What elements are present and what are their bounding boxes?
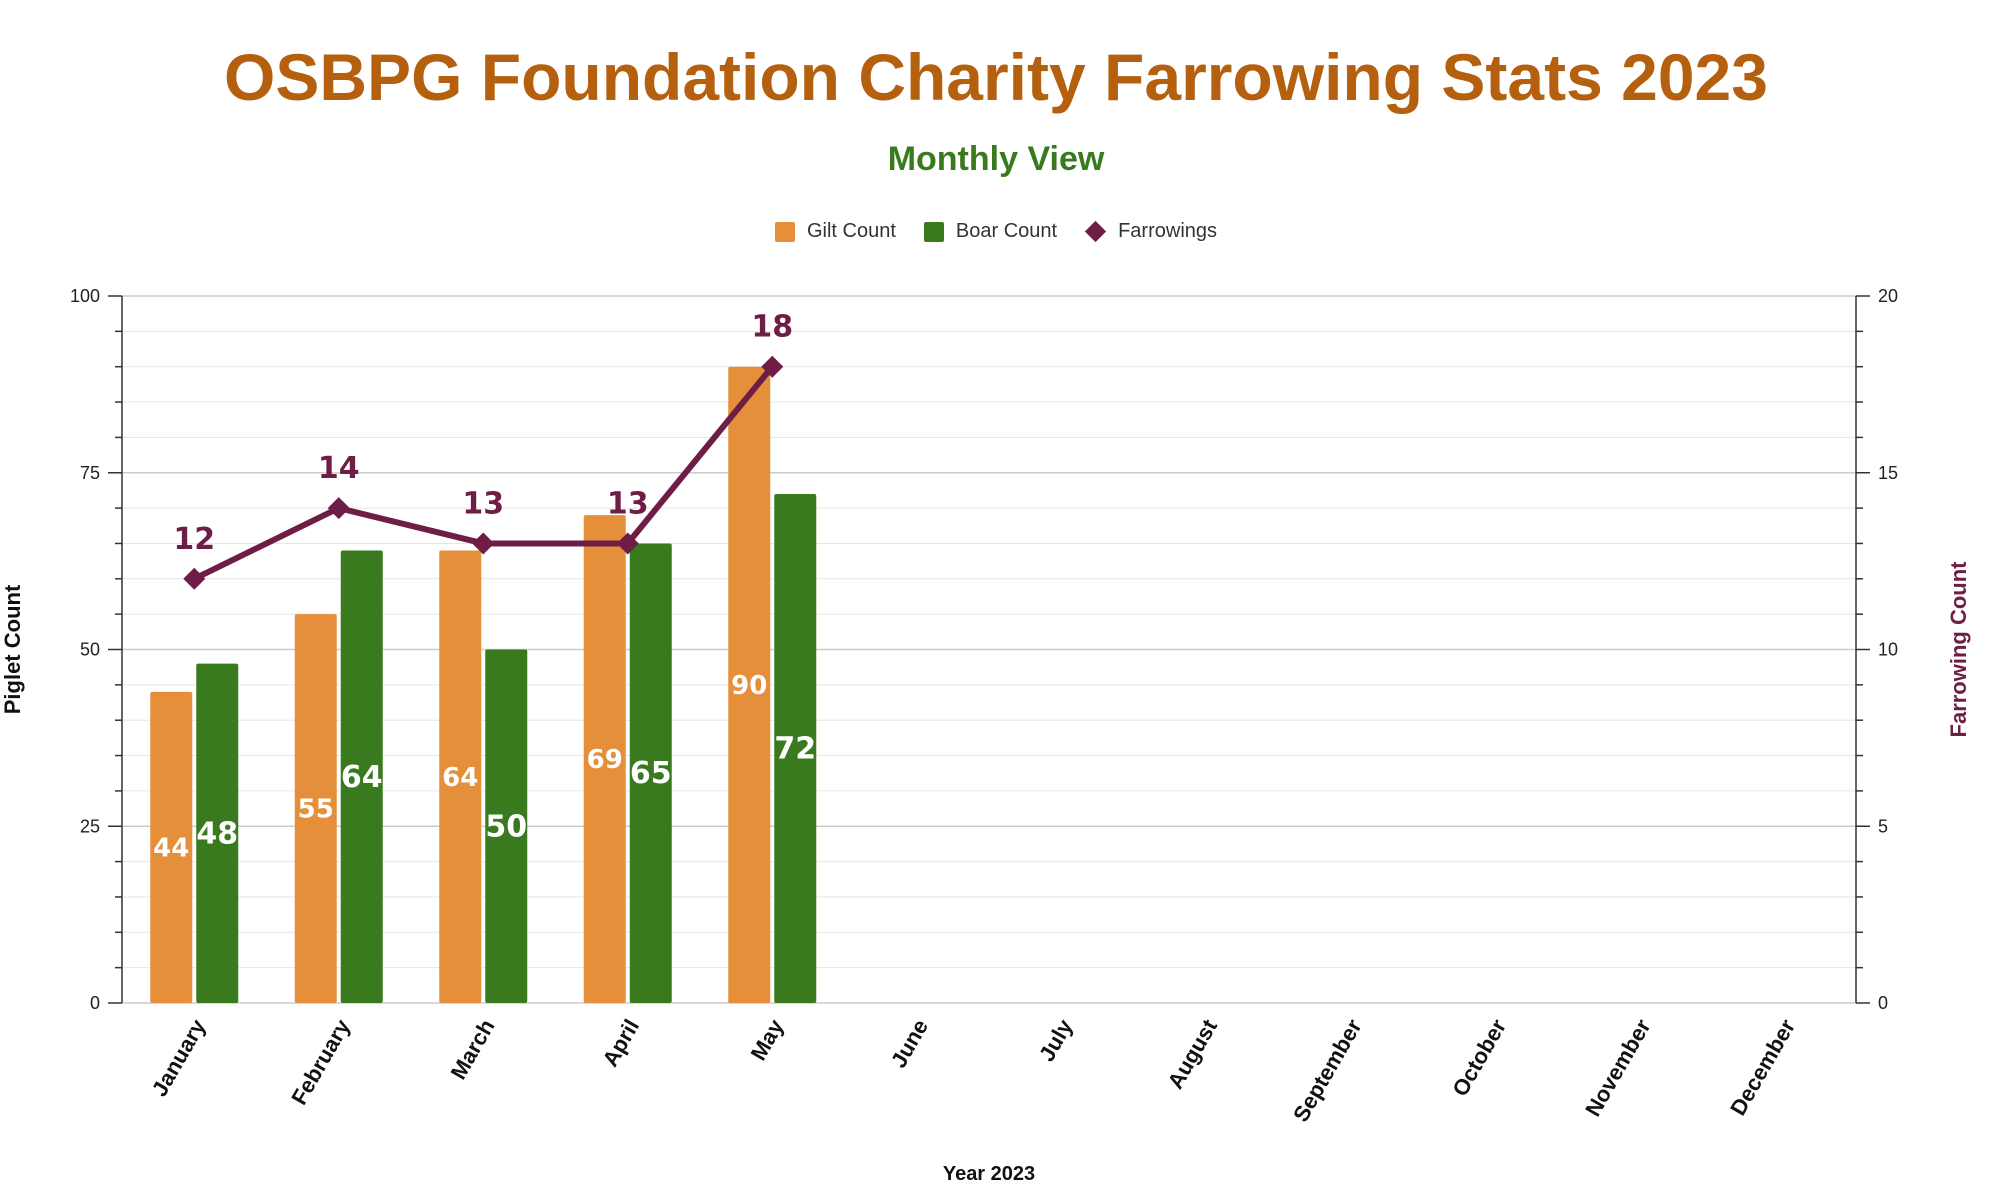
boar-bar [196,663,239,1003]
farrowings-label: 13 [607,486,649,521]
boar-bar-label: 50 [485,809,527,844]
boar-bar-label: 48 [196,816,238,851]
x-tick-label: June [886,1015,933,1072]
legend-item-farrowings[interactable]: Farrowings [1084,220,1218,243]
right-tick-label: 20 [1878,286,1898,306]
farrowings-point [472,532,495,555]
gilt-bar-label: 44 [153,833,189,863]
boar-bar-label: 72 [774,731,816,766]
legend-item-gilt[interactable]: Gilt Count [774,220,896,243]
farrowings-label: 13 [462,486,504,521]
x-tick-label: November [1580,1015,1656,1121]
chart-title: OSBPG Foundation Charity Farrowing Stats… [224,40,1768,114]
x-tick-label: August [1163,1014,1223,1093]
left-tick-label: 100 [70,286,100,306]
farrowings-label: 14 [318,451,360,486]
farrowings-point [761,355,784,378]
gilt-bar [728,366,771,1003]
gilt-bar [583,515,626,1003]
right-tick-label: 5 [1878,816,1888,836]
x-tick-label: March [446,1015,500,1084]
x-tick-label: September [1288,1015,1367,1126]
right-tick-label: 15 [1878,463,1898,483]
left-tick-label: 25 [80,816,100,836]
gilt-bar [439,550,482,1003]
gilt-swatch-icon [774,221,795,242]
boar-swatch-icon [923,221,944,242]
x-tick-label: February [286,1014,355,1109]
right-tick-label: 0 [1878,993,1888,1013]
x-tick-label: May [746,1014,789,1064]
chart-subtitle: Monthly View [887,140,1105,178]
gilt-bar [294,614,337,1003]
x-tick-label: October [1447,1015,1511,1101]
y2-axis-title: Farrowing Count [1946,561,1971,738]
legend-label-boar: Boar Count [955,220,1058,242]
boar-bar [340,550,383,1003]
x-tick-label: July [1034,1014,1078,1065]
boar-bar [774,493,817,1003]
farrowings-label: 18 [751,310,793,345]
gilt-bar-label: 64 [442,763,478,793]
y-axis-title: Piglet Count [0,584,25,714]
gilt-bar-label: 55 [298,795,334,825]
x-tick-label: January [147,1014,211,1100]
farrowings-point [183,567,206,590]
left-tick-label: 50 [80,640,100,660]
legend-label-gilt: Gilt Count [806,220,896,242]
boar-bar [629,543,672,1003]
boar-bar-label: 64 [341,760,383,795]
x-axis-title: Year 2023 [943,1163,1035,1184]
farrowings-point [327,497,350,520]
legend-label-farrowings: Farrowings [1118,220,1218,242]
boar-bar [485,649,528,1003]
left-tick-label: 0 [90,993,100,1013]
x-tick-label: December [1725,1015,1800,1120]
left-tick-label: 75 [80,463,100,483]
legend: Gilt Count Boar Count Farrowings [0,220,1992,243]
farrowings-label: 12 [173,522,215,557]
x-tick-label: April [597,1015,644,1071]
gilt-bar-label: 69 [587,745,623,775]
boar-bar-label: 65 [630,756,672,791]
right-tick-label: 10 [1878,640,1898,660]
legend-item-boar[interactable]: Boar Count [923,220,1058,243]
gilt-bar-label: 90 [731,671,767,701]
farrowings-point [616,532,639,555]
gilt-bar [150,691,193,1003]
